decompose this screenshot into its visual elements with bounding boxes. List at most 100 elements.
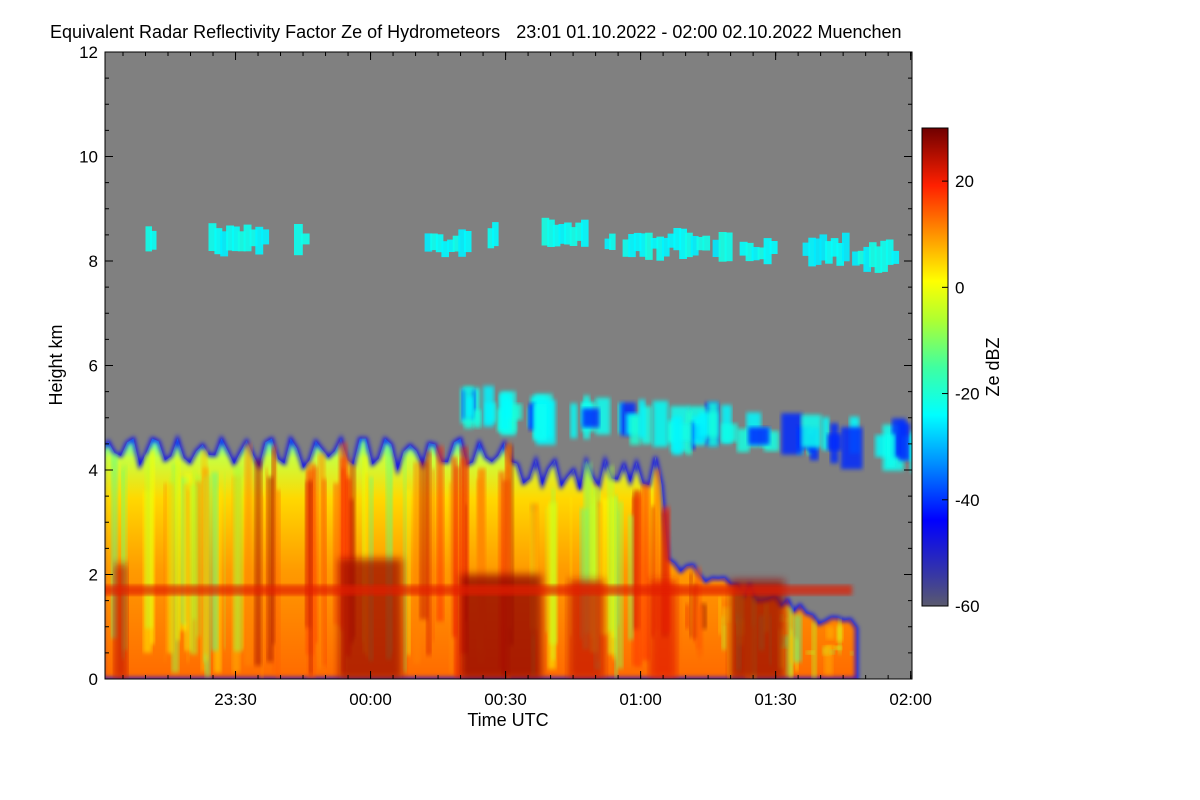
cirrus-cell [145,226,152,252]
x-tick-label: 23:30 [214,690,257,709]
cirrus-cell [581,219,589,247]
cloud-cell [830,423,839,464]
fall-streak [685,604,689,629]
fall-streak [727,591,732,679]
fall-streak [693,588,696,642]
reflectivity-field [105,217,912,679]
colorbar [921,127,949,607]
fall-streak [689,572,693,638]
fall-streak [317,453,326,670]
cirrus-cell [757,247,766,260]
cloud-cell [692,415,706,446]
cirrus-cell [231,226,240,252]
cirrus-cell [650,238,659,249]
cirrus-cell [424,233,433,252]
fall-streak [165,483,174,654]
cloud-cell [840,427,863,470]
cirrus-cell [547,219,555,247]
fall-streak [190,484,198,655]
upper-cirrus [145,217,900,273]
cirrus-cell [220,231,229,257]
cloud-cell [910,431,912,472]
cloud-cell [483,385,495,427]
cloud-cell [652,400,669,447]
cirrus-cell [830,238,839,257]
cirrus-cell [857,250,866,265]
fall-streak [171,463,180,673]
fall-streak [350,464,356,639]
fall-streak [241,477,244,650]
cirrus-cell [745,242,754,262]
rain-core [568,579,605,679]
cloud-cell [707,402,719,447]
cirrus-cell [463,231,472,253]
cloud-cell [748,427,770,445]
fall-streak [403,452,407,673]
fall-streak [678,583,682,669]
fall-streak [163,483,167,663]
cirrus-cell [685,232,693,258]
cloud-cell [528,403,537,431]
y-axis-label: Height km [46,324,66,405]
cirrus-cell [673,228,682,251]
cirrus-cell [869,242,877,268]
fall-streak [850,651,854,656]
fall-streak [276,489,281,678]
fall-streak [362,456,368,653]
cirrus-cell [769,241,778,254]
x-tick-label: 00:30 [484,690,527,709]
cloud-cell [886,434,896,467]
fall-streak [150,449,155,645]
cirrus-cell [751,247,760,261]
cloud-cell [473,409,482,428]
fall-streak [789,636,797,664]
bright-band [105,584,853,596]
y-tick-label: 6 [89,357,98,376]
y-tick-label: 4 [89,461,98,480]
rain-core [730,579,785,679]
cirrus-cell [300,233,310,245]
colorbar-tick-label: -40 [955,491,980,510]
fall-streak [145,454,154,629]
cirrus-cell [261,229,270,245]
fall-streak [498,471,506,670]
cloud-cell [582,408,600,428]
cirrus-cell [808,237,816,267]
fall-streak [266,476,274,662]
cirrus-cell [604,238,612,250]
chart-period-text: 23:01 01.10.2022 - 02:00 02.10.2022 Muen… [516,22,902,42]
fall-streak [431,468,435,642]
fall-streak [641,483,650,661]
rain-core [649,579,677,679]
fall-streak [824,646,833,675]
fall-streak [390,461,393,654]
fall-streak [386,448,392,660]
cirrus-cell [237,231,246,252]
mid-level-cloud [460,385,912,472]
cirrus-cell [226,225,234,251]
cirrus-cell [656,236,664,261]
fall-streak [195,481,202,640]
fall-streak [781,609,789,648]
y-tick-label: 12 [79,43,98,62]
cirrus-cell [645,232,653,260]
cirrus-cell [564,222,572,245]
fall-streak [211,472,219,651]
cloud-cell [672,416,683,455]
cirrus-cell [541,217,550,246]
y-tick-label: 2 [89,566,98,585]
cloud-cell [736,428,750,453]
fall-streak [569,496,573,636]
fall-streak [722,600,731,624]
cirrus-cell [852,251,860,266]
fall-streak [505,448,511,679]
cirrus-cell [836,243,844,266]
chart-title-text: Equivalent Radar Reflectivity Factor Ze … [50,22,501,42]
chart-title: Equivalent Radar Reflectivity Factor Ze … [50,22,902,43]
fall-streak [111,454,118,639]
cloud-cell [629,416,641,445]
x-axis: 23:30 00:00 00:30 01:00 01:30 02:00 [122,52,932,709]
fall-streak [530,503,539,637]
fall-streak [589,487,598,653]
fall-streak [451,457,458,638]
